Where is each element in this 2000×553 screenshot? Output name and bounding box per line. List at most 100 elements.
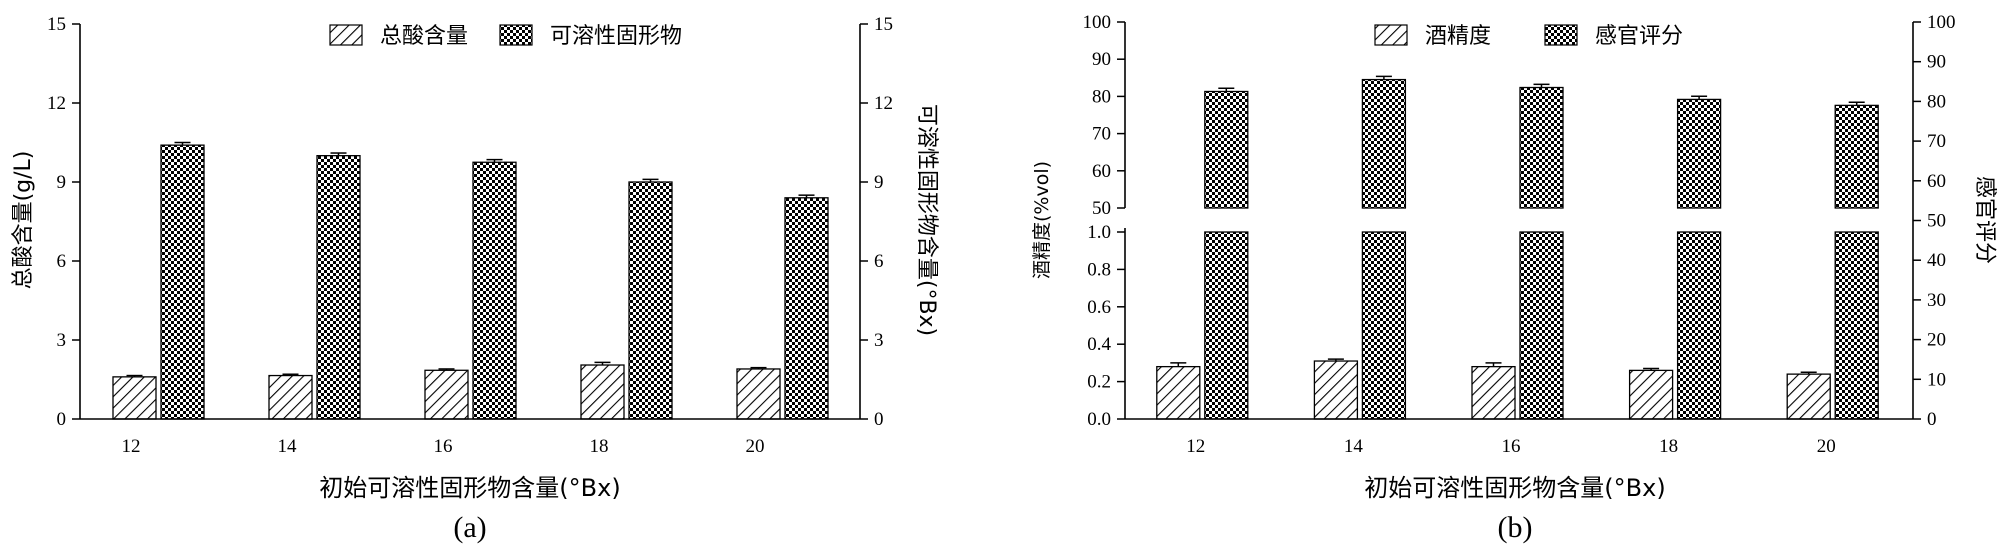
legend-swatch-soluble-solids — [499, 24, 533, 46]
chart-b-x-ticks: 12 14 16 18 20 — [1186, 436, 1835, 457]
errorbar-soluble-solids-16 — [486, 158, 503, 163]
tick-label-right: 0 — [1927, 409, 1937, 430]
bar-sensory-lower-12 — [1204, 231, 1249, 420]
errorbar-soluble-solids-18 — [642, 178, 659, 182]
chart-a-right-ticks: 0 3 6 9 12 15 — [860, 14, 893, 430]
tick-label-right: 90 — [1927, 52, 1946, 73]
bar-sensory-upper-18 — [1676, 98, 1722, 209]
errorbar-alcohol-12 — [1170, 362, 1187, 367]
chart-a-ylabel-left: 总酸含量(g/L) — [11, 151, 36, 290]
legend-swatch-alcohol — [1374, 24, 1408, 46]
errorbar-sensory-12 — [1218, 87, 1235, 92]
bar-sensory-lower-16 — [1519, 231, 1564, 420]
tick-label-left: 0 — [57, 409, 67, 430]
bar-sensory-lower-20 — [1834, 231, 1879, 420]
errorbar-total-acid-20 — [750, 366, 767, 369]
chart-a-x-ticks: 12 14 16 18 20 — [122, 436, 765, 457]
tick-label-left: 3 — [57, 330, 67, 351]
bar-soluble-solids-18 — [628, 181, 673, 420]
tick-label-right: 40 — [1927, 250, 1946, 271]
bar-sensory-upper-12 — [1204, 90, 1249, 209]
chart-b-panel-label: (b) — [1498, 511, 1533, 544]
errorbar-total-acid-12 — [126, 374, 143, 377]
tick-label-right: 30 — [1927, 290, 1946, 311]
tick-label-right: 0 — [874, 409, 884, 430]
tick-label-right: 50 — [1927, 211, 1946, 232]
chart-a-error-bars — [126, 141, 815, 377]
legend-label-total-acid: 总酸含量 — [380, 24, 468, 49]
errorbar-alcohol-20 — [1800, 371, 1817, 375]
tick-label-right: 15 — [874, 14, 893, 35]
tick-label-left-lower: 0.2 — [1087, 372, 1111, 393]
errorbar-alcohol-14 — [1327, 358, 1344, 362]
tick-label-right: 100 — [1927, 12, 1956, 33]
tick-label-left-lower: 0.8 — [1087, 259, 1111, 280]
bar-soluble-solids-12 — [160, 144, 205, 420]
chart-b-xlabel: 初始可溶性固形物含量(°Bx) — [1364, 474, 1665, 502]
bar-sensory-upper-20 — [1834, 104, 1879, 209]
tick-label-x: 12 — [122, 436, 141, 457]
legend-label-soluble-solids: 可溶性固形物 — [550, 24, 682, 49]
tick-label-left-upper: 100 — [1083, 12, 1112, 33]
legend-label-sensory: 感官评分 — [1595, 24, 1683, 49]
bar-alcohol-12 — [1156, 365, 1201, 420]
errorbar-sensory-16 — [1533, 83, 1550, 88]
errorbar-soluble-solids-12 — [174, 141, 191, 146]
tick-label-right: 10 — [1927, 369, 1946, 390]
tick-label-left-upper: 80 — [1092, 86, 1111, 107]
tick-label-x: 20 — [1817, 436, 1836, 457]
tick-label-left-lower: 0.6 — [1087, 297, 1111, 318]
tick-label-left: 15 — [47, 14, 66, 35]
errorbar-total-acid-18 — [594, 361, 611, 366]
errorbar-sensory-14 — [1375, 75, 1392, 80]
tick-label-right: 80 — [1927, 91, 1946, 112]
tick-label-right: 9 — [874, 172, 884, 193]
chart-b-left-ticks: 0.0 0.2 0.4 0.6 0.8 1.0 50 60 70 80 90 100 — [1083, 12, 1125, 430]
tick-label-left-upper: 50 — [1092, 198, 1111, 219]
chart-a-ylabel-right: 可溶性固形物含量(°Bx) — [914, 104, 939, 336]
tick-label-left: 9 — [57, 172, 67, 193]
errorbar-soluble-solids-20 — [798, 194, 815, 198]
tick-label-left: 12 — [47, 93, 66, 114]
tick-label-x: 20 — [746, 436, 765, 457]
legend-swatch-total-acid — [329, 24, 363, 46]
tick-label-right: 12 — [874, 93, 893, 114]
bar-total-acid-12 — [112, 376, 157, 420]
tick-label-left-upper: 90 — [1092, 49, 1111, 70]
tick-label-right: 6 — [874, 251, 884, 272]
chart-a: 总酸含量 可溶性固形物 0 3 6 9 12 15 0 3 6 9 12 15 12 14 16 18 20… — [11, 14, 939, 544]
chart-a-bars — [112, 144, 829, 420]
legend-swatch-sensory — [1544, 24, 1578, 46]
tick-label-left-lower: 0.4 — [1087, 334, 1111, 355]
tick-label-x: 14 — [1344, 436, 1364, 457]
errorbar-sensory-20 — [1848, 101, 1865, 106]
tick-label-right: 60 — [1927, 171, 1946, 192]
chart-b-right-ticks: 0 10 20 30 40 50 60 70 80 90 100 — [1913, 12, 1956, 430]
errorbar-sensory-18 — [1691, 95, 1708, 100]
chart-b-ylabel-right: 感官评分 — [1972, 176, 1997, 264]
chart-b-ylabel-left: 酒精度(%vol) — [1031, 161, 1053, 279]
chart-b-error-bars — [1170, 75, 1865, 375]
tick-label-right: 70 — [1927, 131, 1946, 152]
bar-soluble-solids-20 — [784, 197, 829, 420]
bar-alcohol-16 — [1471, 365, 1516, 420]
bar-sensory-lower-18 — [1676, 231, 1722, 420]
tick-label-left-upper: 70 — [1092, 124, 1111, 145]
tick-label-left-upper: 60 — [1092, 161, 1111, 182]
bar-sensory-upper-16 — [1519, 86, 1564, 209]
bar-alcohol-14 — [1313, 360, 1359, 420]
bar-alcohol-20 — [1786, 373, 1831, 420]
tick-label-x: 12 — [1186, 436, 1205, 457]
errorbar-alcohol-16 — [1485, 362, 1502, 367]
tick-label-x: 14 — [278, 436, 298, 457]
errorbar-soluble-solids-14 — [330, 152, 347, 156]
tick-label-right: 20 — [1927, 330, 1946, 351]
legend-label-alcohol: 酒精度 — [1425, 24, 1491, 49]
bar-sensory-lower-14 — [1361, 231, 1407, 420]
tick-label-x: 16 — [1502, 436, 1521, 457]
bar-total-acid-14 — [268, 374, 313, 420]
errorbar-total-acid-16 — [438, 368, 455, 371]
errorbar-alcohol-18 — [1643, 367, 1660, 371]
tick-label-x: 18 — [590, 436, 609, 457]
